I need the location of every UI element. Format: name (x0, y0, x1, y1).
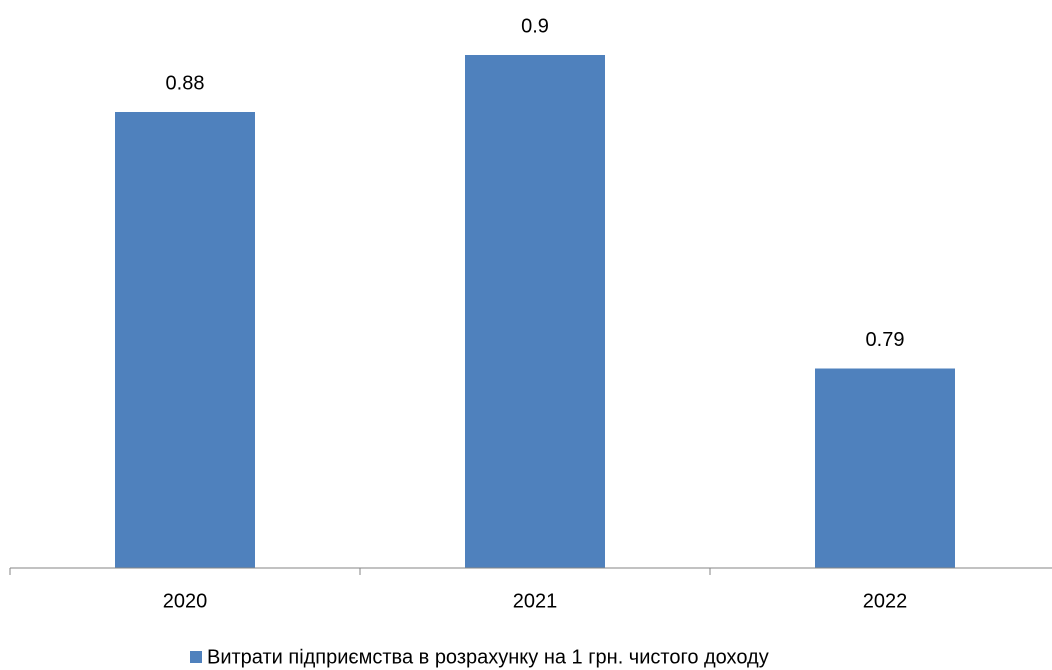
bar (115, 112, 255, 568)
bar (815, 368, 955, 568)
x-tick-label: 2022 (863, 590, 908, 612)
data-label: 0.88 (166, 72, 205, 94)
x-tick-label: 2020 (163, 590, 208, 612)
x-tick-label: 2021 (513, 590, 558, 612)
data-label: 0.9 (521, 15, 549, 37)
bar (465, 55, 605, 568)
legend-swatch (190, 651, 202, 663)
data-label: 0.79 (866, 329, 905, 351)
legend-label: Витрати підприємства в розрахунку на 1 г… (207, 646, 769, 668)
